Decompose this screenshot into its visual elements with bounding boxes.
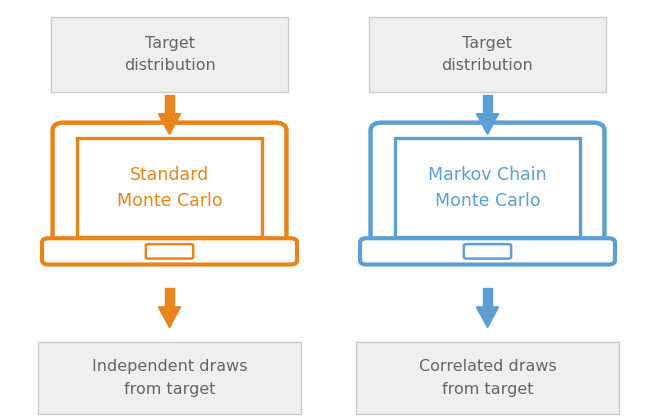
- Polygon shape: [476, 307, 499, 328]
- FancyBboxPatch shape: [78, 138, 261, 237]
- FancyBboxPatch shape: [369, 17, 606, 92]
- FancyBboxPatch shape: [360, 238, 615, 265]
- Polygon shape: [158, 114, 181, 134]
- FancyBboxPatch shape: [464, 244, 511, 259]
- Polygon shape: [165, 288, 174, 307]
- Polygon shape: [483, 288, 492, 307]
- FancyBboxPatch shape: [371, 123, 604, 253]
- Polygon shape: [165, 94, 174, 114]
- FancyBboxPatch shape: [146, 244, 193, 259]
- Text: Target
distribution: Target distribution: [124, 36, 215, 73]
- Text: Correlated draws
from target: Correlated draws from target: [419, 360, 556, 396]
- FancyBboxPatch shape: [396, 138, 579, 237]
- Text: Independent draws
from target: Independent draws from target: [92, 360, 247, 396]
- Text: Target
distribution: Target distribution: [442, 36, 533, 73]
- Text: Markov Chain
Monte Carlo: Markov Chain Monte Carlo: [428, 166, 547, 210]
- Polygon shape: [158, 307, 181, 328]
- FancyBboxPatch shape: [38, 342, 301, 414]
- FancyBboxPatch shape: [356, 342, 619, 414]
- FancyBboxPatch shape: [53, 123, 286, 253]
- FancyBboxPatch shape: [42, 238, 297, 265]
- Text: Standard
Monte Carlo: Standard Monte Carlo: [117, 166, 222, 210]
- Polygon shape: [483, 94, 492, 114]
- Polygon shape: [476, 114, 499, 134]
- FancyBboxPatch shape: [51, 17, 288, 92]
